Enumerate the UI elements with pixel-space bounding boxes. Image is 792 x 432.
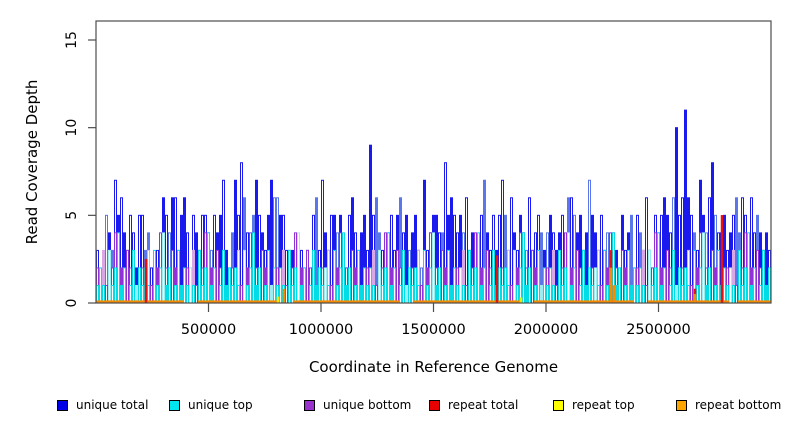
legend-label-unique-bottom: unique bottom [323, 398, 412, 412]
legend-swatch-repeat-bottom [676, 399, 687, 411]
legend-item-repeat-bottom: repeat bottom [676, 398, 781, 412]
legend: unique total unique top unique bottom re… [0, 398, 792, 418]
legend-item-repeat-top: repeat top [553, 398, 635, 412]
legend-item-unique-top: unique top [169, 398, 253, 412]
legend-label-repeat-total: repeat total [448, 398, 519, 412]
svg-text:1000000: 1000000 [289, 322, 354, 338]
legend-swatch-unique-total [57, 399, 68, 411]
svg-text:2000000: 2000000 [514, 322, 579, 338]
svg-text:15: 15 [64, 31, 80, 49]
svg-text:1500000: 1500000 [401, 322, 466, 338]
legend-item-repeat-total: repeat total [429, 398, 518, 412]
svg-text:10: 10 [64, 119, 80, 137]
legend-swatch-repeat-total [429, 399, 440, 411]
legend-swatch-repeat-top [553, 399, 564, 411]
legend-swatch-unique-bottom [304, 399, 315, 411]
legend-label-repeat-bottom: repeat bottom [695, 398, 782, 412]
legend-swatch-unique-top [169, 399, 180, 411]
y-axis-title: Read Coverage Depth [23, 79, 41, 245]
x-axis-title: Coordinate in Reference Genome [308, 358, 559, 376]
legend-item-unique-total: unique total [57, 398, 148, 412]
svg-text:2500000: 2500000 [626, 322, 691, 338]
svg-text:5: 5 [64, 211, 80, 220]
legend-label-unique-top: unique top [188, 398, 253, 412]
svg-text:500000: 500000 [181, 322, 236, 338]
legend-label-repeat-top: repeat top [572, 398, 635, 412]
legend-label-unique-total: unique total [76, 398, 149, 412]
legend-item-unique-bottom: unique bottom [304, 398, 411, 412]
svg-text:0: 0 [64, 299, 80, 308]
